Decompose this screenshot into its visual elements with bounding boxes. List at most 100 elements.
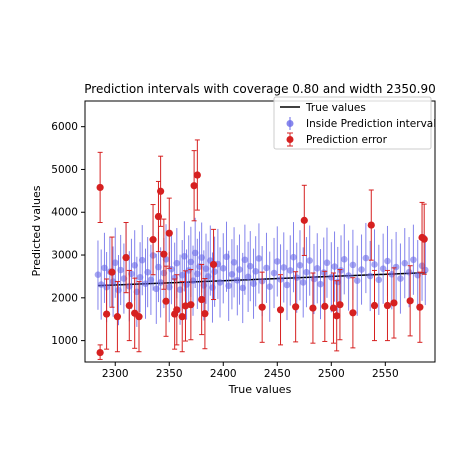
- x-axis-label: True values: [228, 383, 292, 396]
- inside-point: [142, 280, 149, 288]
- inside-point: [230, 259, 238, 266]
- legend-box: [273, 96, 432, 150]
- error-point: [165, 229, 173, 237]
- inside-point: [337, 267, 345, 274]
- inside-point: [236, 266, 243, 273]
- inside-point: [244, 273, 252, 281]
- y-axis: 1000 2000 3000 4000 5000 6000: [51, 121, 85, 347]
- inside-point: [194, 270, 201, 278]
- inside-point: [157, 279, 164, 286]
- legend-inside-marker: [286, 120, 294, 127]
- legend-inside-label: Inside Prediction interval: [306, 118, 436, 130]
- inside-point: [216, 279, 224, 286]
- inside-point: [115, 286, 122, 294]
- inside-point: [128, 270, 135, 278]
- inside-point: [320, 269, 328, 276]
- inside-point: [317, 280, 324, 288]
- y-tick-label: 4000: [51, 207, 78, 219]
- inside-point: [183, 281, 190, 288]
- error-point: [321, 302, 329, 310]
- legend-true-values-label: True values: [305, 102, 366, 114]
- inside-point: [136, 273, 144, 281]
- inside-point: [225, 282, 232, 290]
- inside-point: [414, 271, 422, 279]
- inside-point: [241, 256, 249, 264]
- inside-point: [168, 265, 175, 273]
- inside-point: [397, 275, 404, 282]
- error-point: [370, 301, 379, 310]
- plot-frame: [84, 100, 436, 363]
- plot-area: [94, 139, 429, 360]
- inside-point: [144, 268, 151, 276]
- error-point: [420, 235, 428, 243]
- x-tick-label: 2350: [156, 368, 183, 380]
- inside-point: [286, 267, 294, 274]
- inside-point: [270, 269, 278, 277]
- inside-point: [111, 259, 119, 267]
- error-point: [258, 303, 266, 311]
- inside-point: [313, 264, 321, 272]
- inside-point: [101, 264, 108, 272]
- y-tick-label: 3000: [51, 250, 78, 262]
- error-point: [329, 304, 338, 312]
- error-point: [108, 268, 116, 276]
- inside-point: [263, 264, 270, 272]
- x-axis: 2300 2350 2400 2450 2500 2550: [102, 362, 399, 380]
- inside-point: [223, 253, 230, 261]
- inside-point: [219, 264, 227, 272]
- inside-point: [234, 276, 241, 284]
- inside-point: [299, 279, 307, 286]
- inside-point: [155, 263, 162, 271]
- inside-point: [345, 272, 352, 279]
- inside-point: [94, 271, 102, 279]
- error-point: [113, 313, 122, 321]
- inside-point: [131, 262, 138, 269]
- inside-point: [379, 265, 387, 273]
- inside-point: [310, 275, 318, 283]
- error-point: [181, 302, 190, 310]
- error-point: [103, 310, 111, 318]
- error-point: [149, 236, 157, 244]
- error-point: [96, 183, 104, 192]
- inside-point: [198, 254, 205, 261]
- inside-point: [362, 254, 370, 262]
- inside-point: [353, 277, 361, 285]
- error-point: [190, 182, 198, 190]
- error-point: [390, 299, 398, 307]
- inside-point: [185, 267, 193, 274]
- inside-point: [375, 276, 383, 284]
- inside-point: [133, 288, 141, 296]
- inside-point: [211, 268, 218, 276]
- x-tick-label: 2300: [102, 368, 129, 380]
- error-point: [178, 313, 186, 321]
- error-point: [276, 306, 285, 314]
- inside-point: [358, 266, 365, 273]
- inside-point: [410, 256, 417, 264]
- y-axis-label: Predicted values: [30, 185, 43, 276]
- error-point: [333, 312, 341, 320]
- inside-point: [266, 283, 274, 290]
- inside-point: [165, 283, 173, 291]
- x-tick-label: 2400: [210, 368, 237, 380]
- inside-point: [405, 268, 413, 276]
- error-point: [416, 303, 424, 311]
- inside-point: [189, 277, 197, 285]
- inside-point: [366, 272, 374, 280]
- inside-point: [117, 266, 124, 274]
- error-point: [383, 301, 392, 310]
- inside-point: [349, 261, 357, 269]
- error-point: [160, 250, 168, 258]
- error-point: [173, 306, 181, 314]
- inside-point: [388, 270, 396, 278]
- inside-point: [384, 257, 391, 265]
- error-point: [309, 304, 317, 312]
- y-tick-label: 5000: [51, 164, 78, 176]
- inside-point: [306, 257, 313, 264]
- inside-point: [327, 273, 335, 281]
- error-point: [209, 260, 218, 269]
- inside-point: [252, 267, 259, 275]
- x-tick-label: 2500: [318, 368, 345, 380]
- inside-point: [421, 266, 429, 274]
- inside-point: [97, 281, 105, 288]
